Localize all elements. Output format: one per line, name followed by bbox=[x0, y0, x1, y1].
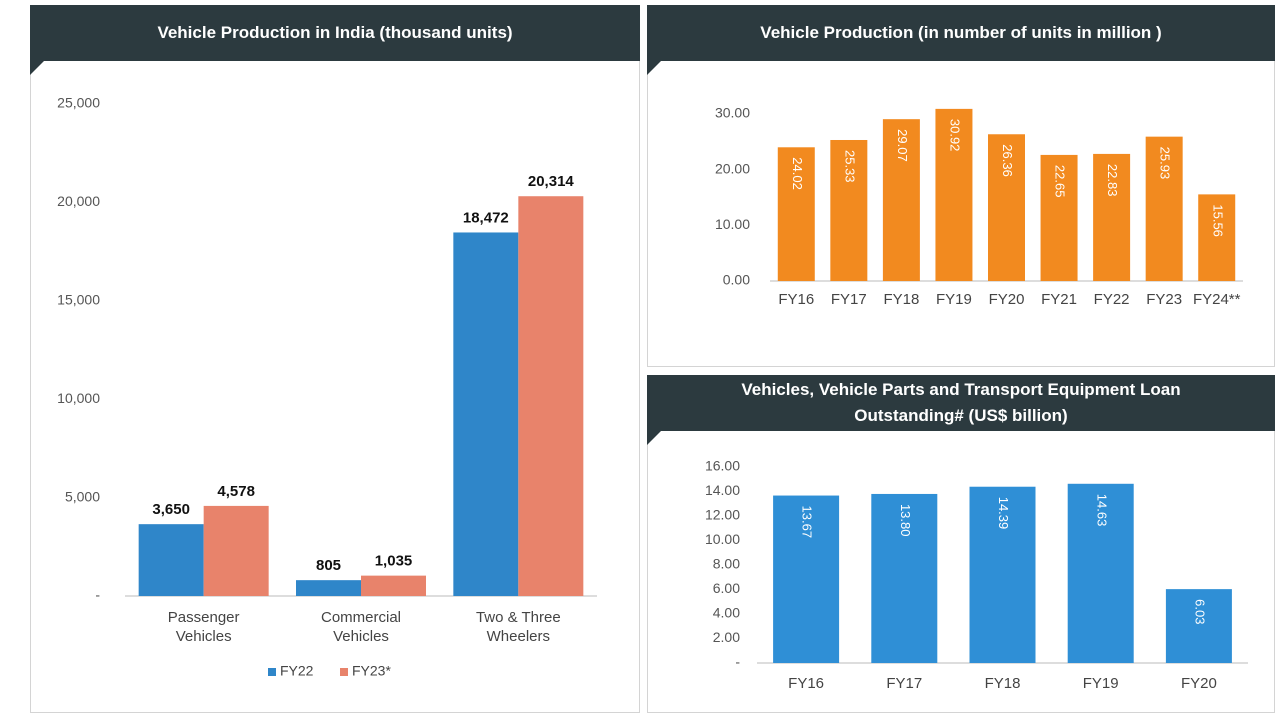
data-label: 29.07 bbox=[895, 129, 910, 162]
y-tick-label: 2.00 bbox=[713, 629, 740, 645]
data-label: 24.02 bbox=[790, 157, 805, 190]
x-tick-label: FY18 bbox=[984, 675, 1021, 692]
x-tick-label: FY24** bbox=[1192, 291, 1241, 308]
data-label: 3,650 bbox=[152, 501, 190, 518]
bar bbox=[453, 232, 519, 596]
legend-swatch bbox=[268, 668, 276, 676]
y-tick-label: 15,000 bbox=[57, 292, 100, 308]
y-tick-label: - bbox=[95, 587, 100, 603]
data-label: 25.33 bbox=[842, 150, 857, 183]
data-label: 15.56 bbox=[1210, 204, 1225, 237]
data-label: 6.03 bbox=[1192, 599, 1207, 624]
bar bbox=[361, 575, 426, 596]
data-label: 13.67 bbox=[800, 506, 815, 539]
y-tick-label: 14.00 bbox=[705, 482, 740, 498]
data-label: 26.36 bbox=[1000, 144, 1015, 177]
x-tick-label: FY23 bbox=[1146, 291, 1183, 308]
bar bbox=[1198, 194, 1236, 281]
data-label: 805 bbox=[316, 557, 341, 574]
bar bbox=[1067, 483, 1134, 663]
data-label: 14.39 bbox=[996, 497, 1011, 530]
y-tick-label: 12.00 bbox=[705, 507, 740, 523]
y-tick-label: 10,000 bbox=[57, 390, 100, 406]
chart-title: Vehicle Production in India (thousand un… bbox=[30, 5, 640, 61]
ribbon-notch bbox=[30, 61, 44, 75]
y-tick-label: 10.00 bbox=[715, 216, 750, 232]
y-tick-label: 10.00 bbox=[705, 531, 740, 547]
x-tick-label: FY20 bbox=[988, 291, 1025, 308]
y-tick-label: 20,000 bbox=[57, 193, 100, 209]
x-tick-label: Commercial Vehicles bbox=[320, 609, 401, 645]
data-label: 22.65 bbox=[1053, 165, 1068, 198]
legend-label: FY23* bbox=[352, 663, 391, 679]
bar bbox=[1093, 153, 1131, 281]
y-tick-label: 6.00 bbox=[713, 580, 740, 596]
bar bbox=[773, 495, 840, 663]
x-tick-label: Passenger Vehicles bbox=[167, 609, 240, 645]
bar bbox=[882, 119, 920, 281]
bar bbox=[969, 486, 1036, 663]
bar bbox=[138, 524, 204, 596]
legend-swatch bbox=[340, 668, 348, 676]
data-label: 18,472 bbox=[463, 209, 509, 226]
bar bbox=[518, 196, 584, 597]
data-label: 20,314 bbox=[528, 173, 575, 190]
data-label: 30.92 bbox=[948, 119, 963, 152]
x-tick-label: FY16 bbox=[778, 291, 815, 308]
x-tick-label: FY18 bbox=[883, 291, 920, 308]
x-tick-label: FY22 bbox=[1093, 291, 1130, 308]
x-tick-label: FY17 bbox=[886, 675, 923, 692]
data-label: 22.83 bbox=[1105, 164, 1120, 197]
x-tick-label: FY17 bbox=[830, 291, 867, 308]
y-tick-label: 16.00 bbox=[705, 458, 740, 474]
y-tick-label: 5,000 bbox=[65, 488, 100, 504]
chart-title: Vehicles, Vehicle Parts and Transport Eq… bbox=[647, 375, 1275, 431]
bar bbox=[777, 147, 815, 281]
bar bbox=[935, 108, 973, 282]
bar bbox=[871, 493, 938, 663]
x-tick-label: FY19 bbox=[936, 291, 972, 308]
ribbon-notch bbox=[647, 61, 661, 75]
y-tick-label: 4.00 bbox=[713, 605, 740, 621]
legend-label: FY22 bbox=[280, 663, 314, 679]
x-tick-label: FY21 bbox=[1041, 291, 1077, 308]
bar bbox=[1165, 589, 1232, 663]
y-tick-label: 0.00 bbox=[723, 272, 750, 288]
data-label: 25.93 bbox=[1158, 147, 1173, 180]
bar bbox=[1040, 154, 1078, 281]
bar bbox=[830, 139, 868, 281]
data-label: 1,035 bbox=[375, 553, 413, 570]
x-tick-label: FY16 bbox=[788, 675, 825, 692]
x-tick-label: Two & Three Wheelers bbox=[475, 609, 561, 645]
bar bbox=[988, 134, 1025, 281]
bar bbox=[203, 505, 269, 596]
bar bbox=[1145, 136, 1183, 281]
y-tick-label: 8.00 bbox=[713, 556, 740, 572]
data-label: 14.63 bbox=[1094, 494, 1109, 527]
y-tick-label: 30.00 bbox=[715, 105, 750, 121]
y-tick-label: - bbox=[735, 654, 740, 670]
bar bbox=[296, 580, 361, 596]
y-tick-label: 25,000 bbox=[57, 95, 100, 111]
x-tick-label: FY19 bbox=[1082, 675, 1119, 692]
data-label: 13.80 bbox=[898, 504, 913, 537]
y-tick-label: 20.00 bbox=[715, 160, 750, 176]
ribbon-notch bbox=[647, 431, 661, 445]
chart-title: Vehicle Production (in number of units i… bbox=[647, 5, 1275, 61]
x-tick-label: FY20 bbox=[1180, 675, 1217, 692]
data-label: 4,578 bbox=[217, 483, 255, 500]
